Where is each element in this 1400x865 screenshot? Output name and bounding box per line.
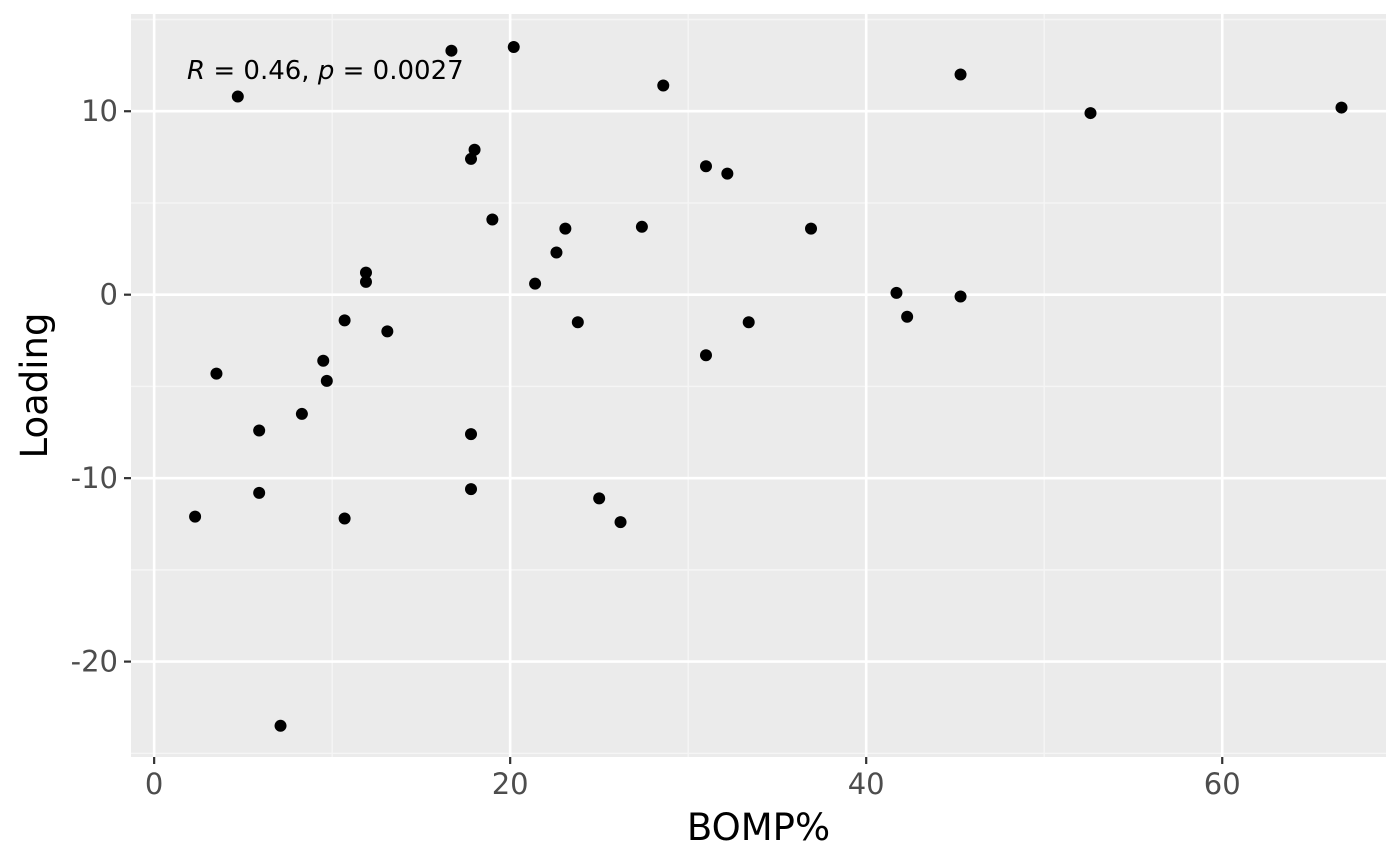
r-symbol: R — [187, 56, 205, 86]
data-point — [189, 510, 202, 523]
minor-gridlines — [131, 14, 1386, 757]
data-point — [468, 143, 481, 156]
x-tick-label: 60 — [1204, 767, 1241, 801]
x-tick-label: 40 — [848, 767, 885, 801]
y-tick-label: 10 — [81, 94, 118, 128]
r-value: 0.46 — [243, 56, 301, 86]
x-axis-title: BOMP% — [687, 806, 830, 849]
x-axis-ticks: 0 20 40 60 — [145, 757, 1241, 801]
data-point — [507, 41, 520, 54]
data-point — [210, 367, 223, 380]
major-gridlines — [131, 14, 1386, 757]
data-point — [465, 483, 478, 496]
data-point — [465, 152, 478, 165]
y-tick-label: 0 — [100, 278, 118, 312]
p-symbol: p — [317, 56, 335, 86]
data-point — [890, 286, 903, 299]
data-point — [359, 275, 372, 288]
plot-panel — [131, 14, 1386, 757]
data-point — [699, 349, 712, 362]
data-point — [721, 167, 734, 180]
data-point — [465, 428, 478, 441]
data-point — [954, 290, 967, 303]
p-value: 0.0027 — [373, 56, 464, 86]
data-point — [274, 719, 287, 732]
data-point — [635, 220, 648, 233]
data-point — [1335, 101, 1348, 114]
data-point — [253, 424, 266, 437]
data-point — [699, 160, 712, 173]
data-point — [445, 44, 458, 57]
y-tick-label: -20 — [71, 645, 118, 679]
x-tick-label: 20 — [492, 767, 529, 801]
data-point — [559, 222, 572, 235]
y-axis-title: Loading — [13, 313, 56, 459]
data-point — [338, 512, 351, 525]
data-point — [359, 266, 372, 279]
data-point — [954, 68, 967, 81]
data-point — [295, 407, 308, 420]
data-point — [614, 516, 627, 529]
data-point — [550, 246, 563, 259]
data-point — [657, 79, 670, 92]
y-tick-label: -10 — [71, 461, 118, 495]
r-equals: = — [205, 56, 243, 86]
data-point — [486, 213, 499, 226]
data-point — [381, 325, 394, 338]
data-point — [742, 316, 755, 329]
data-point — [320, 374, 333, 387]
data-point — [593, 492, 606, 505]
data-point — [253, 486, 266, 499]
data-points — [189, 41, 1348, 732]
x-tick-label: 0 — [145, 767, 163, 801]
y-axis-ticks: -20 -10 0 10 — [71, 94, 131, 679]
data-point — [901, 310, 914, 323]
data-point — [338, 314, 351, 327]
annotation-separator: , — [301, 56, 318, 86]
data-point — [231, 90, 244, 103]
p-equals: = — [334, 56, 372, 86]
data-point — [1084, 107, 1097, 120]
data-point — [805, 222, 818, 235]
data-point — [317, 354, 330, 367]
data-point — [571, 316, 584, 329]
correlation-annotation: R = 0.46, p = 0.0027 — [187, 56, 464, 86]
data-point — [529, 277, 542, 290]
